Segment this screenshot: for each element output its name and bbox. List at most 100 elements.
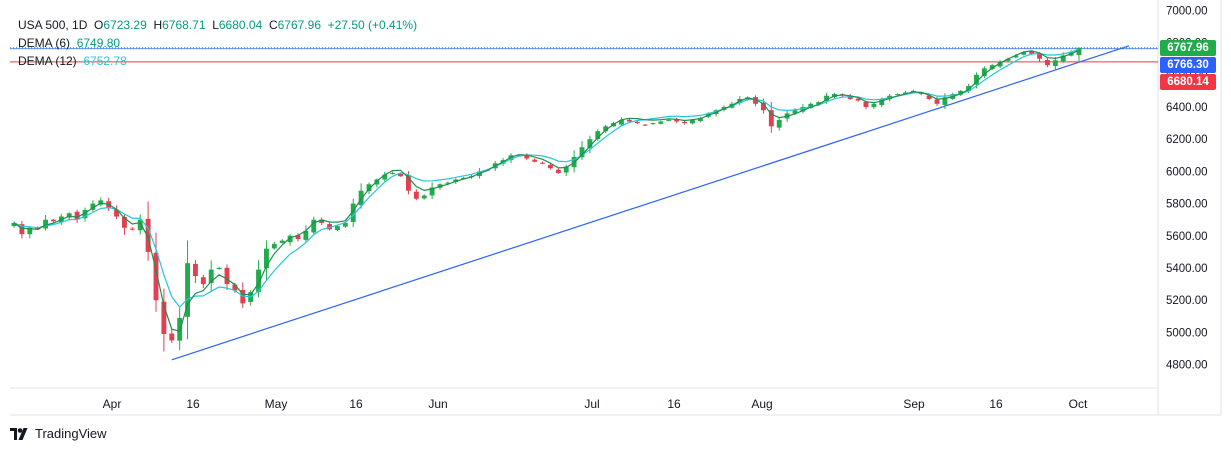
candle-body[interactable]	[902, 92, 908, 94]
trendline[interactable]	[171, 45, 1130, 361]
candles[interactable]	[11, 47, 1082, 352]
candle-body[interactable]	[540, 162, 546, 164]
candle-body[interactable]	[555, 169, 561, 174]
candle-body[interactable]	[942, 97, 948, 105]
trendline-segment[interactable]	[171, 45, 1130, 361]
candle-body[interactable]	[650, 123, 656, 125]
candle-body[interactable]	[153, 252, 159, 301]
candle-body[interactable]	[390, 173, 396, 175]
candle-body[interactable]	[35, 227, 41, 230]
candle-body[interactable]	[1013, 55, 1019, 58]
candle-body[interactable]	[855, 98, 861, 101]
candle-body[interactable]	[997, 61, 1003, 67]
candle-body[interactable]	[287, 235, 293, 243]
candle-body[interactable]	[327, 224, 333, 230]
candle-body[interactable]	[192, 263, 198, 277]
candle-body[interactable]	[421, 195, 427, 199]
candle-body[interactable]	[19, 224, 25, 235]
symbol-label[interactable]: USA 500, 1D	[18, 18, 88, 32]
candle-body[interactable]	[958, 90, 964, 95]
candle-body[interactable]	[981, 68, 987, 77]
candle-body[interactable]	[816, 102, 822, 105]
candle-body[interactable]	[697, 118, 703, 122]
candle-body[interactable]	[768, 110, 774, 127]
candle-body[interactable]	[642, 124, 648, 126]
candle-body[interactable]	[879, 98, 885, 106]
candle-body[interactable]	[303, 230, 309, 240]
candle-body[interactable]	[50, 219, 56, 222]
candle-body[interactable]	[350, 203, 356, 222]
candle-body[interactable]	[358, 190, 364, 206]
candle-body[interactable]	[271, 243, 277, 249]
candle-body[interactable]	[200, 277, 206, 285]
candle-body[interactable]	[121, 216, 127, 228]
candle-body[interactable]	[90, 203, 96, 210]
candle-body[interactable]	[792, 110, 798, 114]
candle-body[interactable]	[1060, 55, 1066, 62]
candle-body[interactable]	[429, 187, 435, 196]
candle-body[interactable]	[66, 213, 72, 218]
candle-body[interactable]	[405, 175, 411, 191]
candle-body[interactable]	[342, 222, 348, 227]
candle-body[interactable]	[1076, 47, 1082, 55]
candle-body[interactable]	[27, 227, 33, 235]
candle-body[interactable]	[666, 119, 672, 121]
dema6-row[interactable]: DEMA (6) 6749.80	[18, 34, 417, 52]
candle-body[interactable]	[989, 65, 995, 69]
candle-body[interactable]	[1037, 54, 1043, 59]
x-axis[interactable]: Apr 16 May 16 Jun Jul 16 Aug Sep 16 Oct	[103, 397, 1088, 411]
candle-body[interactable]	[224, 267, 230, 285]
candle-body[interactable]	[776, 119, 782, 128]
candle-body[interactable]	[114, 209, 120, 217]
candle-body[interactable]	[208, 269, 214, 283]
candle-body[interactable]	[413, 191, 419, 199]
candle-body[interactable]	[973, 74, 979, 85]
candle-body[interactable]	[918, 92, 924, 95]
candle-body[interactable]	[445, 182, 451, 184]
candle-body[interactable]	[871, 103, 877, 108]
candle-body[interactable]	[319, 219, 325, 223]
candle-body[interactable]	[366, 184, 372, 192]
candle-body[interactable]	[618, 119, 624, 125]
candle-body[interactable]	[587, 139, 593, 148]
candle-body[interactable]	[674, 119, 680, 122]
candle-body[interactable]	[863, 101, 869, 107]
candle-body[interactable]	[966, 86, 972, 91]
candle-body[interactable]	[382, 174, 388, 180]
candle-body[interactable]	[232, 284, 238, 291]
candle-body[interactable]	[1005, 58, 1011, 61]
candle-body[interactable]	[760, 102, 766, 111]
candle-body[interactable]	[579, 147, 585, 158]
candle-body[interactable]	[532, 159, 538, 162]
candle-body[interactable]	[563, 166, 569, 173]
candle-body[interactable]	[847, 95, 853, 99]
candle-body[interactable]	[524, 155, 530, 159]
candle-body[interactable]	[129, 228, 135, 230]
candle-body[interactable]	[161, 301, 167, 335]
candle-body[interactable]	[682, 121, 688, 124]
candle-body[interactable]	[1021, 52, 1027, 55]
candle-body[interactable]	[74, 211, 80, 220]
candle-body[interactable]	[334, 226, 340, 231]
candle-body[interactable]	[595, 131, 601, 139]
candle-body[interactable]	[263, 248, 269, 269]
candle-body[interactable]	[824, 95, 830, 102]
candle-body[interactable]	[634, 121, 640, 124]
candle-body[interactable]	[11, 222, 17, 227]
candle-body[interactable]	[398, 173, 404, 177]
candle-body[interactable]	[658, 121, 664, 124]
candle-body[interactable]	[603, 126, 609, 132]
candle-body[interactable]	[1029, 51, 1035, 54]
candle-body[interactable]	[1044, 59, 1050, 66]
candle-body[interactable]	[461, 177, 467, 179]
candle-body[interactable]	[145, 218, 151, 252]
candle-body[interactable]	[295, 235, 301, 240]
candle-body[interactable]	[689, 119, 695, 124]
candle-body[interactable]	[800, 107, 806, 112]
candle-body[interactable]	[216, 268, 222, 269]
candle-body[interactable]	[895, 94, 901, 96]
dema12-row[interactable]: DEMA (12) 6752.78	[18, 52, 417, 70]
candle-body[interactable]	[137, 219, 143, 231]
candle-body[interactable]	[185, 263, 191, 317]
